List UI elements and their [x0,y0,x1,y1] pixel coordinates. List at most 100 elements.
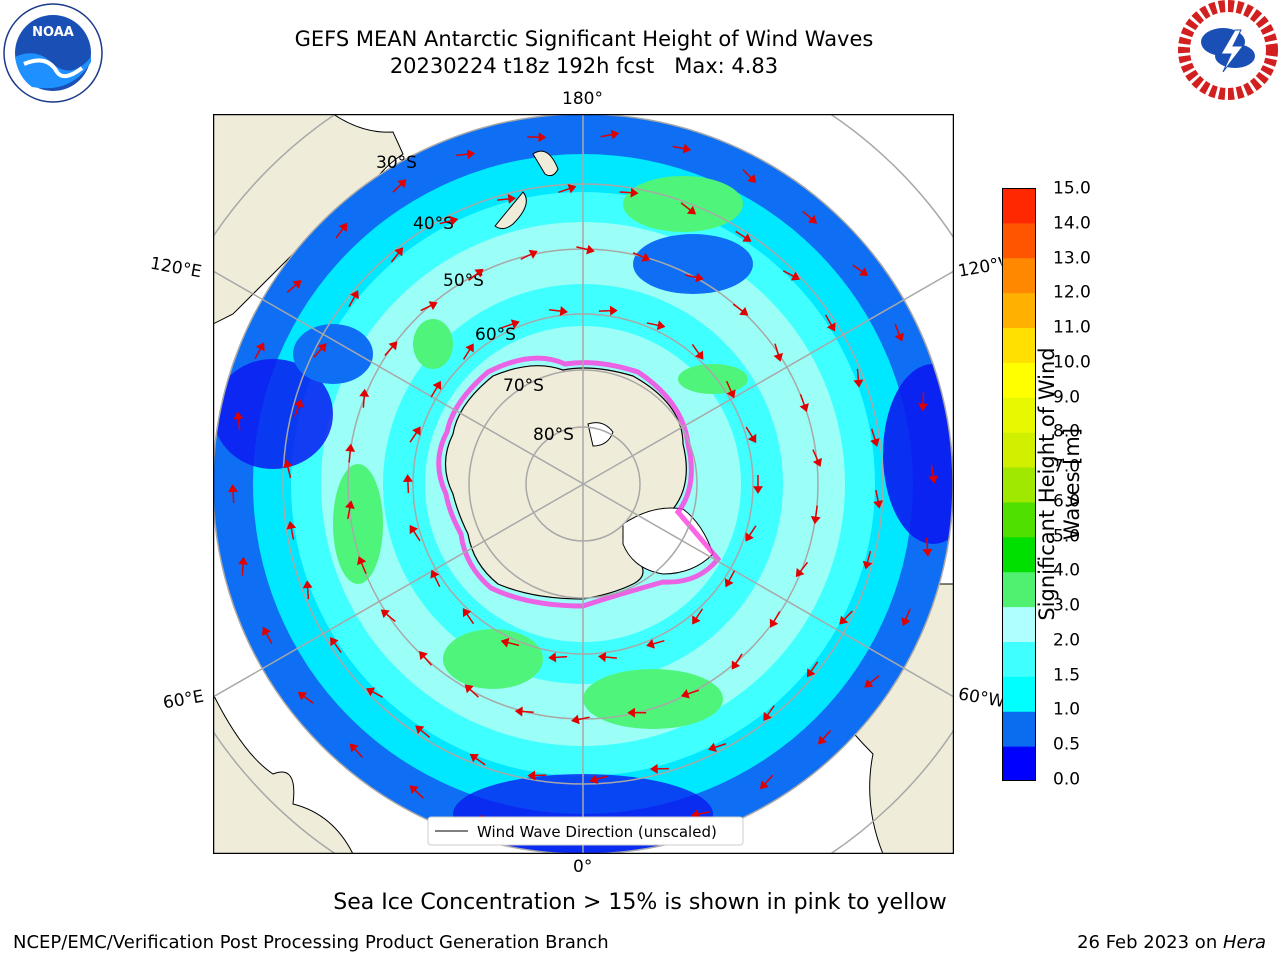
colorbar-label: Significant Height of Wind Waves [m] [1034,347,1084,621]
wind-arrow-shaft [456,153,469,157]
wind-arrow-shaft [680,202,692,212]
wind-arrow-head [707,742,717,753]
wind-arrow-head [359,388,370,397]
wind-arrow-head [397,179,407,189]
wind-arrow-head [589,774,599,784]
wind-arrow-head [559,306,568,316]
wind-arrow-shaft [868,675,880,685]
wind-arrow-shaft [413,789,424,799]
wind-arrow-head [795,567,805,578]
wind-arrow-head [466,149,476,160]
wind-arrow-head [873,500,883,509]
wind-arrow-shaft [930,464,935,478]
colorbar-cell [1002,501,1036,538]
colorbar-tick: 7.0 [1053,456,1081,477]
footer-date-text: 26 Feb 2023 on [1077,932,1223,953]
wind-arrow-shaft [742,169,753,180]
colorbar-tick: 0.5 [1053,734,1081,755]
wind-arrow-head [610,129,620,140]
wind-arrow-shaft [409,431,418,443]
wind-arrow-head [349,743,359,753]
wind-arrow-shaft [422,655,433,666]
colorbar-cell [1002,467,1036,503]
wind-arrow-shaft [360,561,367,574]
wind-arrow-shaft [763,774,774,786]
wind-arrow-shaft [433,575,441,588]
wind-arrow-shaft [852,264,864,273]
lon-label-120w: 120°W [956,254,1004,282]
footer-machine: Hera [1222,932,1266,953]
colorbar-cell [1002,641,1036,677]
colorbar-tick: 1.0 [1053,699,1081,720]
wind-arrow-head [286,520,297,530]
wind-arrow-shaft [809,661,819,673]
footer-credit: NCEP/EMC/Verification Post Processing Pr… [13,932,609,953]
colorbar-cell [1002,327,1036,363]
wind-arrow-shaft [732,303,744,313]
colorbar-tick: 0.0 [1053,769,1081,790]
wind-arrow-shaft [686,689,700,695]
colorbar-cell [1002,676,1036,712]
wind-arrow-shaft [843,610,853,621]
wind-arrow-head [330,637,339,647]
wind-arrow-head [739,306,749,316]
wind-arrow-shaft [468,272,480,281]
colorbar-cell [1002,711,1036,747]
wind-arrow-head [807,214,818,224]
wind-arrow-head [409,785,419,795]
lat-label-80: 80°S [533,425,574,445]
wind-arrow-head [527,770,536,781]
wind-arrow-head [731,660,741,670]
wind-arrow-head [864,678,874,688]
wind-arrow-shaft [348,449,352,463]
wind-arrow-head [817,735,827,745]
wind-arrow-shaft [293,404,300,417]
colorbar-cell [1002,746,1036,781]
wind-arrow-shaft [232,490,235,504]
wind-arrow-head [464,684,474,694]
wind-arrow-head [294,398,304,408]
wind-arrow-head [350,290,359,300]
wind-arrow-head [514,706,523,717]
colorbar-cell [1002,606,1036,642]
wind-arrow-shaft [347,506,351,520]
wind-arrow-shaft [430,385,439,398]
wind-arrow-head [388,341,398,351]
wind-arrow-head [901,617,911,627]
wind-arrow-shaft [925,537,929,551]
wind-arrow-head [839,615,849,625]
lat-label-40: 40°S [413,214,454,234]
wind-arrow-head [694,350,704,360]
colorbar-tick: 13.0 [1053,248,1091,269]
wind-arrow-shaft [241,562,244,576]
wind-arrow-shaft [604,656,617,659]
wind-arrow-head [747,174,757,184]
wind-arrow-head [742,233,752,242]
wind-arrow-head [630,187,639,198]
chart-title: GEFS MEAN Antarctic Significant Height o… [294,27,874,51]
nws-logo-icon [1178,0,1278,100]
wind-arrow-shaft [870,428,877,441]
colorbar-tick: 11.0 [1053,317,1091,338]
wind-arrow-head [402,474,413,483]
wind-arrow-shaft [390,251,400,263]
wind-arrow-shaft [254,347,262,360]
wind-arrow-shaft [306,586,310,600]
wind-arrow-head [419,650,428,661]
wind-arrow-shaft [237,417,241,431]
lon-label-60w: 60°W [956,684,1004,712]
wind-arrow-head [317,343,327,353]
colorbar-tick: 2.0 [1053,630,1081,651]
wind-arrow-shaft [725,380,733,393]
wind-arrow-shaft [549,308,562,312]
wind-arrow-head [548,652,557,663]
wind-arrow-head [870,437,880,447]
wind-arrow-shaft [576,246,589,251]
wind-arrow-head [627,707,635,718]
wind-arrow-head [394,247,404,257]
polar-map: 30°S 40°S 50°S 60°S 70°S 80°S Wind Wave … [213,114,954,854]
wind-arrow-shaft [558,187,571,194]
colorbar [1002,188,1036,781]
wind-arrow-head [338,222,348,232]
colorbar-cell [1002,257,1036,294]
